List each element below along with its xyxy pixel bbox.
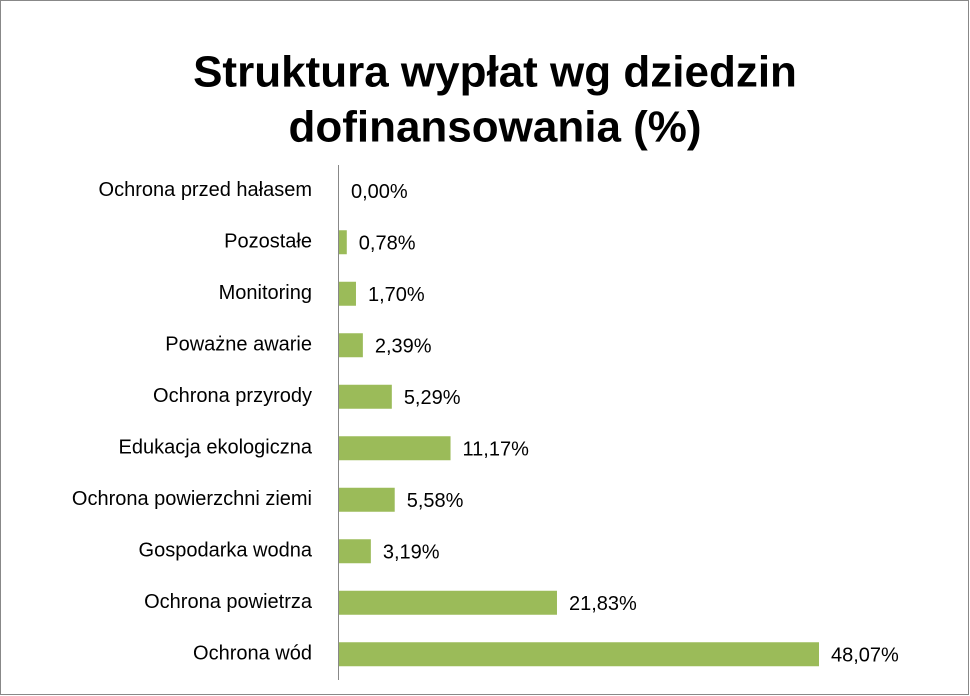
bar <box>339 590 557 615</box>
category-label: Ochrona wód <box>193 643 312 665</box>
category-label: Ochrona przed hałasem <box>99 179 312 201</box>
category-label: Ochrona przyrody <box>153 385 312 407</box>
category-label: Ochrona powietrza <box>144 591 313 613</box>
chart-title: Struktura wypłat wg dziedzin <box>193 48 797 97</box>
bar <box>339 384 392 409</box>
chart-title: dofinansowania (%) <box>288 103 701 152</box>
data-label: 0,00% <box>351 181 408 203</box>
bar <box>339 436 451 461</box>
bar <box>339 642 819 667</box>
data-label: 5,58% <box>407 490 464 512</box>
bar <box>339 539 371 564</box>
bar <box>339 487 395 512</box>
data-label: 5,29% <box>404 387 461 409</box>
category-label: Monitoring <box>219 282 312 304</box>
bar <box>339 281 356 306</box>
bar <box>339 333 363 358</box>
data-label: 1,70% <box>368 284 425 306</box>
data-label: 21,83% <box>569 593 637 615</box>
category-label: Ochrona powierzchni ziemi <box>72 488 312 510</box>
category-label: Edukacja ekologiczna <box>119 437 313 459</box>
bar <box>339 230 347 255</box>
data-label: 3,19% <box>383 542 440 564</box>
category-label: Poważne awarie <box>165 334 312 356</box>
category-label: Pozostałe <box>224 231 312 253</box>
data-label: 2,39% <box>375 336 432 358</box>
data-label: 48,07% <box>831 645 899 667</box>
data-label: 11,17% <box>463 439 530 461</box>
category-label: Gospodarka wodna <box>139 540 313 562</box>
data-label: 0,78% <box>359 233 416 255</box>
